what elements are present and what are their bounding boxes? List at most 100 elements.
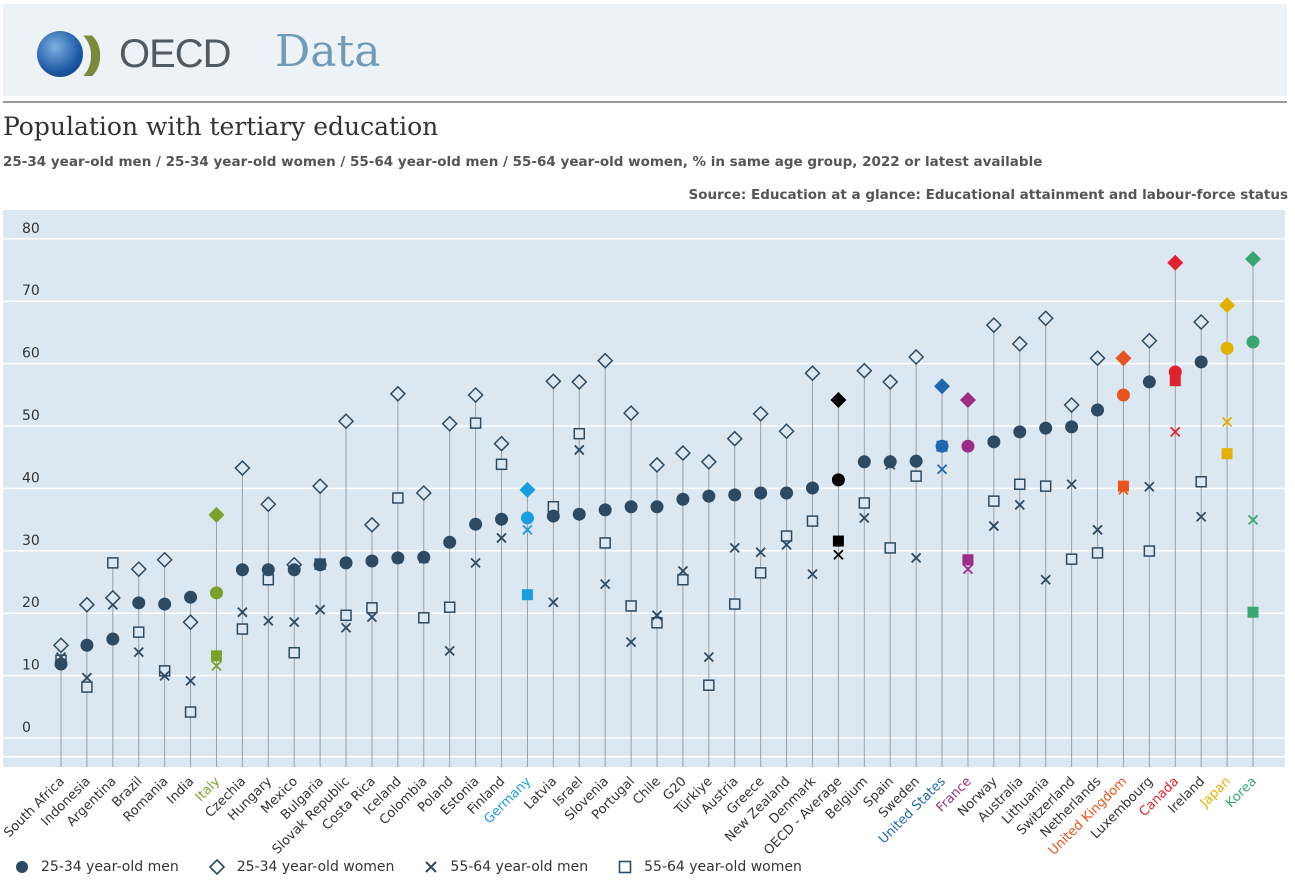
marker-x xyxy=(1247,514,1259,525)
marker-square xyxy=(392,492,404,504)
marker-circle xyxy=(339,556,353,570)
marker-circle xyxy=(935,439,949,453)
marker-square xyxy=(81,681,93,693)
marker-square xyxy=(1221,448,1233,460)
y-tick-label: 80 xyxy=(22,221,40,237)
marker-square xyxy=(1247,606,1259,618)
marker-diamond xyxy=(104,589,121,606)
marker-diamond xyxy=(1167,254,1184,271)
y-tick-label: 70 xyxy=(22,283,40,299)
marker-x xyxy=(677,565,689,577)
marker-diamond xyxy=(441,415,458,432)
marker-x xyxy=(263,615,274,627)
marker-diamond xyxy=(363,516,381,533)
oecd-globe-icon xyxy=(37,31,83,77)
marker-diamond xyxy=(882,373,899,390)
chart-source[interactable]: Source: Education at a glance: Education… xyxy=(688,187,1289,203)
marker-circle xyxy=(158,597,172,611)
legend-label: 55-64 year-old men xyxy=(450,859,589,875)
x-marker-icon xyxy=(425,861,438,873)
marker-circle xyxy=(261,563,275,577)
marker-square xyxy=(573,427,586,440)
header-divider xyxy=(3,101,1287,103)
marker-x xyxy=(1066,479,1077,490)
legend-item-men-25-34[interactable]: 25-34 year-old men xyxy=(15,859,179,875)
marker-circle xyxy=(728,488,742,502)
marker-diamond xyxy=(493,435,510,452)
marker-diamond xyxy=(545,373,562,390)
marker-x xyxy=(833,549,844,560)
marker-diamond xyxy=(571,373,588,390)
marker-diamond xyxy=(260,496,277,513)
legend-item-women-55-64[interactable]: 55-64 year-old women xyxy=(618,859,802,875)
legend-label: 25-34 year-old men xyxy=(41,859,179,875)
marker-x xyxy=(237,607,248,618)
marker-diamond xyxy=(700,453,717,470)
marker-diamond xyxy=(415,484,432,502)
marker-diamond xyxy=(1193,313,1210,331)
marker-square xyxy=(288,646,300,659)
marker-diamond xyxy=(674,445,691,462)
marker-square xyxy=(366,602,378,614)
marker-diamond xyxy=(985,317,1002,334)
marker-circle xyxy=(106,632,120,646)
x-tick-label: Chile xyxy=(630,774,664,808)
marker-circle xyxy=(1065,420,1079,434)
marker-x xyxy=(781,539,792,550)
marker-diamond xyxy=(130,561,147,578)
marker-diamond xyxy=(1219,297,1236,314)
marker-square xyxy=(625,600,637,612)
marker-circle xyxy=(80,638,94,652)
legend-item-men-55-64[interactable]: 55-64 year-old men xyxy=(424,859,588,875)
marker-square xyxy=(1065,553,1078,565)
marker-circle xyxy=(209,586,223,600)
marker-x xyxy=(1221,416,1233,428)
marker-diamond xyxy=(1089,350,1106,367)
marker-square xyxy=(340,609,352,622)
marker-circle xyxy=(1220,341,1234,355)
marker-diamond xyxy=(778,423,795,440)
marker-x xyxy=(1092,524,1103,535)
marker-square xyxy=(1143,545,1156,557)
marker-circle xyxy=(1142,375,1156,389)
data-section-title[interactable]: Data xyxy=(275,26,381,77)
oecd-logo[interactable]: OECD xyxy=(119,32,232,76)
marker-circle xyxy=(235,563,249,577)
marker-circle xyxy=(495,512,509,526)
marker-x xyxy=(910,552,922,564)
marker-square xyxy=(158,665,171,677)
marker-square xyxy=(1117,480,1129,492)
marker-circle xyxy=(469,517,483,531)
marker-square xyxy=(1091,547,1104,559)
marker-square xyxy=(443,601,456,613)
marker-circle xyxy=(443,535,457,549)
marker-circle xyxy=(883,455,897,469)
marker-diamond xyxy=(1141,332,1158,349)
marker-circle xyxy=(1013,425,1027,439)
chart-title: Population with tertiary education xyxy=(3,112,439,141)
legend-item-women-25-34[interactable]: 25-34 year-old women xyxy=(208,859,394,875)
x-tick-label: India xyxy=(164,774,197,807)
marker-square xyxy=(1169,375,1181,387)
y-tick-label: 10 xyxy=(22,658,40,674)
marker-square xyxy=(132,626,145,638)
marker-diamond xyxy=(804,365,821,382)
marker-square xyxy=(1014,478,1026,491)
circle-marker-icon xyxy=(16,861,28,873)
marker-circle xyxy=(909,454,923,468)
marker-diamond xyxy=(1245,251,1261,267)
marker-circle xyxy=(624,500,638,514)
marker-circle xyxy=(1168,365,1182,379)
marker-square xyxy=(210,650,222,662)
marker-circle xyxy=(650,500,664,514)
marker-diamond xyxy=(1011,335,1028,352)
marker-circle xyxy=(1194,355,1208,369)
marker-square xyxy=(832,535,844,547)
marker-diamond xyxy=(908,348,925,366)
marker-x xyxy=(159,670,170,681)
marker-diamond xyxy=(389,385,406,402)
marker-x xyxy=(703,651,714,663)
y-tick-label: 60 xyxy=(22,346,40,362)
marker-circle xyxy=(391,551,405,565)
